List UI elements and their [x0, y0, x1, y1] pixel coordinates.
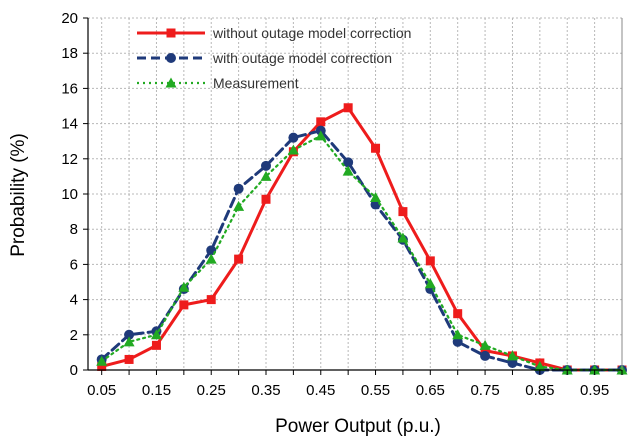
data-point-square [151, 340, 161, 350]
data-point-circle [288, 132, 299, 143]
data-point-triangle [479, 339, 491, 350]
data-point-square [206, 295, 216, 305]
data-point-triangle [452, 329, 464, 340]
data-point-square [425, 256, 435, 266]
data-point-triangle [315, 130, 327, 141]
data-point-triangle [370, 192, 382, 203]
data-point-circle [480, 350, 491, 361]
data-point-square [179, 300, 189, 310]
y-tick-label: 2 [70, 327, 78, 344]
y-tick-label: 20 [61, 10, 78, 27]
legend-marker [166, 28, 176, 38]
data-point-square [261, 194, 271, 204]
data-point-triangle [205, 253, 217, 264]
data-point-circle [452, 336, 463, 347]
y-axis-title: Probability (%) [8, 133, 29, 257]
data-point-circle [507, 357, 518, 368]
x-tick-label: 0.55 [361, 382, 390, 399]
y-tick-label: 18 [61, 45, 78, 62]
legend-marker [166, 53, 176, 63]
x-tick-label: 0.75 [470, 382, 499, 399]
data-point-square [234, 254, 244, 264]
legend-item: Measurement [137, 75, 299, 91]
x-tick-label: 0.85 [525, 382, 554, 399]
x-tick-label: 0.65 [416, 382, 445, 399]
y-tick-label: 8 [70, 221, 78, 238]
data-point-triangle [123, 336, 135, 347]
series-line [100, 106, 624, 372]
data-point-square [398, 207, 408, 217]
y-tick-label: 0 [70, 362, 78, 379]
data-point-triangle [424, 278, 436, 289]
data-point-square [97, 361, 107, 371]
data-point-circle [370, 199, 381, 210]
data-point-circle [343, 157, 354, 168]
legend-marker [165, 77, 177, 88]
y-tick-label: 6 [70, 256, 78, 273]
data-point-triangle [342, 165, 354, 176]
x-tick-label: 0.05 [87, 382, 116, 399]
x-tick-label: 0.45 [306, 382, 335, 399]
x-tick-label: 0.35 [251, 382, 280, 399]
y-tick-label: 4 [70, 292, 78, 309]
legend-item: with outage model correction [137, 50, 392, 66]
legend: without outage model correction with outa… [137, 25, 411, 91]
data-point-circle [233, 183, 244, 194]
x-tick-label: 0.95 [580, 382, 609, 399]
data-point-square [453, 309, 463, 319]
y-tick-label: 10 [61, 186, 78, 203]
x-tick-label: 0.25 [197, 382, 226, 399]
y-tick-label: 14 [61, 116, 78, 133]
x-tick-label: 0.15 [142, 382, 171, 399]
data-point-triangle [534, 360, 546, 371]
legend-label: with outage model correction [212, 50, 392, 66]
legend-label: Measurement [213, 75, 299, 91]
x-axis-title: Power Output (p.u.) [275, 416, 441, 437]
data-point-square [371, 143, 381, 153]
axes: 0 2 4 6 8 10 12 14 16 18 20 0.05 0.15 0.25 0.35 0.45 0.5… [61, 10, 623, 399]
data-point-square [480, 346, 490, 356]
data-point-square [124, 354, 134, 364]
data-point-triangle [260, 170, 272, 181]
legend-item: without outage model correction [137, 25, 411, 41]
data-point-triangle [178, 281, 190, 292]
y-tick-label: 16 [61, 80, 78, 97]
data-point-square [343, 103, 353, 113]
data-point-square [316, 117, 326, 127]
data-point-triangle [506, 350, 518, 361]
series-line [100, 134, 624, 372]
data-point-circle [261, 160, 271, 171]
data-point-triangle [150, 329, 162, 340]
data-point-circle [124, 329, 135, 340]
y-tick-label: 12 [61, 151, 78, 168]
data-point-triangle [96, 355, 108, 366]
data-point-triangle [233, 200, 245, 211]
data-point-triangle [397, 232, 409, 243]
data-point-triangle [287, 144, 299, 155]
legend-label: without outage model correction [212, 25, 411, 41]
